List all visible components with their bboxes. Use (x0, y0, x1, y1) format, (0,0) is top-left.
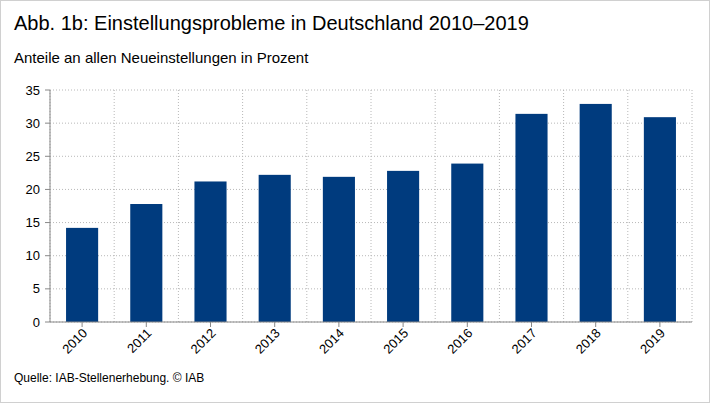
x-tick (659, 322, 660, 327)
x-tick (146, 322, 147, 327)
grid-line-vertical (114, 90, 115, 322)
x-tick-label: 2014 (316, 326, 347, 357)
bar (451, 164, 483, 322)
bar (515, 114, 547, 322)
bar (644, 117, 676, 322)
y-tick-label: 25 (26, 149, 40, 164)
grid-line-vertical (242, 90, 243, 322)
y-tick (45, 255, 50, 256)
x-tick (210, 322, 211, 327)
x-tick (274, 322, 275, 327)
y-tick (45, 90, 50, 91)
grid-line-vertical (692, 90, 693, 322)
bar (130, 204, 162, 322)
y-tick-label: 35 (26, 83, 40, 98)
y-tick (45, 322, 50, 323)
grid-line-vertical (435, 90, 436, 322)
y-tick (45, 288, 50, 289)
y-tick (45, 123, 50, 124)
y-tick-label: 10 (26, 248, 40, 263)
grid-line-vertical (563, 90, 564, 322)
grid-line-vertical (306, 90, 307, 322)
bar (66, 228, 98, 322)
source: Quelle: IAB-Stellenerhebung. © IAB (14, 371, 204, 385)
grid-line-vertical (627, 90, 628, 322)
x-tick (595, 322, 596, 327)
frame (1, 1, 710, 403)
y-tick-label: 30 (26, 116, 40, 131)
title: Abb. 1b: Einstellungsprobleme in Deutsch… (14, 12, 529, 34)
x-tick-label: 2016 (444, 326, 475, 357)
bar (580, 104, 612, 322)
chart: Abb. 1b: Einstellungsprobleme in Deutsch… (0, 0, 710, 403)
grid-line-vertical (499, 90, 500, 322)
grid-line-vertical (50, 90, 51, 322)
bar (387, 171, 419, 322)
x-tick-label: 2012 (188, 326, 219, 357)
grid-line-vertical (371, 90, 372, 322)
grid-line-vertical (178, 90, 179, 322)
y-tick-label: 15 (26, 215, 40, 230)
bar (194, 181, 226, 322)
x-tick (403, 322, 404, 327)
y-axis (50, 90, 51, 322)
x-tick-label: 2019 (637, 326, 668, 357)
x-tick-label: 2017 (509, 326, 540, 357)
x-tick-label: 2010 (59, 326, 90, 357)
x-tick (467, 322, 468, 327)
x-tick-label: 2015 (380, 326, 411, 357)
y-tick (45, 189, 50, 190)
y-tick-label: 20 (26, 182, 40, 197)
bar (323, 177, 355, 322)
y-tick-label: 0 (33, 315, 40, 330)
x-tick-label: 2018 (573, 326, 604, 357)
y-tick-label: 5 (33, 281, 40, 296)
x-tick (82, 322, 83, 327)
x-tick (338, 322, 339, 327)
bar (259, 175, 291, 322)
x-tick-label: 2011 (124, 326, 154, 356)
x-tick-label: 2013 (252, 326, 283, 357)
y-tick (45, 156, 50, 157)
x-tick (531, 322, 532, 327)
subtitle: Anteile an allen Neueinstellungen in Pro… (14, 49, 309, 66)
y-tick (45, 222, 50, 223)
